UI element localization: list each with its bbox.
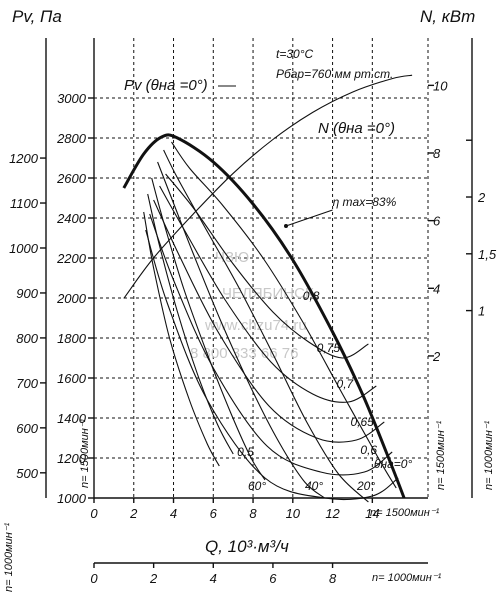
power-axis-title: N, кВт xyxy=(420,7,475,26)
tick-label-x-main: 4 xyxy=(170,506,177,521)
guide-vane-curve xyxy=(143,211,220,467)
efficiency-label: 0,8 xyxy=(303,289,320,303)
tick-label-power-1000: 2 xyxy=(477,190,486,205)
rpm-label-power-1000: n= 1000мин⁻¹ xyxy=(483,420,495,490)
efficiency-curve xyxy=(159,185,377,403)
guide-vane-curve xyxy=(147,193,234,455)
tick-label-pressure-1500: 1200 xyxy=(57,451,87,466)
tick-label-x-main: 6 xyxy=(210,506,218,521)
rpm-label-pressure-1000: n= 1000мин⁻¹ xyxy=(3,522,15,592)
watermark-text: ЧЕЛЯБИНСК xyxy=(222,285,314,302)
watermark: ЧЗЮ ЧЕЛЯБИНСК www.chzu74.ru 8 800 333 66 76 xyxy=(190,249,314,362)
tick-label-power-1500: 2 xyxy=(432,349,441,364)
tick-label-x-secondary: 4 xyxy=(210,571,217,586)
guide-vane-label: 40° xyxy=(305,479,323,493)
tick-label-x-main: 12 xyxy=(325,506,340,521)
watermark-text: www.chzu74.ru xyxy=(204,317,307,334)
guide-vane-curve xyxy=(157,161,325,499)
tick-label-pressure-1500: 2400 xyxy=(56,211,87,226)
efficiency-label: 0,6 xyxy=(360,443,377,457)
guide-vane-label: 20° xyxy=(356,479,375,493)
tick-label-pressure-1500: 3000 xyxy=(57,91,87,106)
tick-label-power-1500: 10 xyxy=(433,78,448,93)
tick-label-pressure-1500: 1600 xyxy=(57,371,87,386)
tick-label-power-1000: 1 xyxy=(478,304,485,319)
axes: 1000120014001600180020002200240026002800… xyxy=(3,7,497,592)
tick-label-x-secondary: 0 xyxy=(90,571,98,586)
curves xyxy=(122,74,413,503)
tick-label-pressure-1000: 1200 xyxy=(9,151,39,166)
efficiency-label: 0,65 xyxy=(350,415,374,429)
tick-label-x-main: 0 xyxy=(90,506,98,521)
watermark-text: ЧЗЮ xyxy=(215,249,249,266)
rpm-label-pressure-1500: n= 1500мин⁻¹ xyxy=(79,418,91,488)
grid xyxy=(94,38,429,499)
tick-label-pressure-1000: 500 xyxy=(16,466,38,481)
temperature-note: t=30°C xyxy=(276,47,313,61)
tick-label-x-secondary: 8 xyxy=(329,571,337,586)
power-curve-label: N (θна =0°) xyxy=(318,120,395,137)
tick-label-power-1500: 4 xyxy=(433,281,440,296)
tick-label-x-secondary: 2 xyxy=(149,571,158,586)
guide-vane-curve xyxy=(163,149,369,503)
pressure-envelope-curve xyxy=(122,133,406,499)
tick-label-pressure-1500: 2800 xyxy=(56,131,87,146)
tick-label-pressure-1000: 600 xyxy=(16,421,38,436)
tick-label-pressure-1000: 700 xyxy=(16,376,38,391)
pressure-note: Рбар=760 мм рт.ст. xyxy=(276,67,393,81)
efficiency-label: 0,5 xyxy=(237,445,254,459)
tick-label-power-1000: 1,5 xyxy=(478,247,497,262)
rpm-label-x-main: n= 1500мин⁻¹ xyxy=(370,507,440,519)
watermark-text: 8 800 333 66 76 xyxy=(190,345,298,362)
efficiency-curve xyxy=(149,213,393,476)
efficiency-curve xyxy=(145,229,399,501)
max-efficiency-label: η max=83% xyxy=(333,195,397,209)
tick-label-x-main: 10 xyxy=(286,506,301,521)
tick-label-pressure-1000: 900 xyxy=(16,286,38,301)
tick-label-x-main: 14 xyxy=(365,506,379,521)
tick-label-x-main: 8 xyxy=(249,506,257,521)
tick-label-pressure-1500: 1400 xyxy=(57,411,87,426)
labels: θна=0° 20° 40° 60° Pv (θна =0°) N (θна =0°) t=… xyxy=(124,47,412,493)
tick-label-x-secondary: 6 xyxy=(269,571,277,586)
flow-axis-title: Q, 10³·м³/ч xyxy=(205,537,289,556)
tick-label-power-1500: 6 xyxy=(433,214,441,229)
rpm-label-x-secondary: n= 1000мин⁻¹ xyxy=(372,572,442,584)
tick-label-pressure-1000: 800 xyxy=(16,331,38,346)
pressure-axis-title: Pv, Па xyxy=(12,7,62,26)
guide-vane-label: θна=0° xyxy=(374,457,412,471)
efficiency-curve xyxy=(165,173,369,359)
tick-label-pressure-1000: 1100 xyxy=(10,196,39,211)
tick-label-pressure-1000: 1000 xyxy=(9,241,39,256)
tick-label-x-main: 2 xyxy=(129,506,138,521)
tick-label-pressure-1500: 1000 xyxy=(57,491,87,506)
pressure-curve-label: Pv (θна =0°) xyxy=(124,77,208,94)
guide-vane-curve xyxy=(151,177,266,481)
guide-vane-curve xyxy=(171,141,397,489)
guide-vane-label: 60° xyxy=(248,479,266,493)
efficiency-label: 0,75 xyxy=(317,341,341,355)
max-efficiency-point xyxy=(284,224,288,228)
tick-label-pressure-1500: 1800 xyxy=(57,331,87,346)
tick-label-power-1500: 8 xyxy=(433,146,441,161)
tick-label-pressure-1500: 2600 xyxy=(56,171,87,186)
tick-label-pressure-1500: 2000 xyxy=(56,291,87,306)
efficiency-label: 0,7 xyxy=(337,377,355,391)
max-efficiency-leader xyxy=(285,209,333,227)
efficiency-curve xyxy=(153,199,385,443)
rpm-label-power-1500: n= 1500мин⁻¹ xyxy=(435,420,447,490)
tick-label-pressure-1500: 2200 xyxy=(56,251,87,266)
power-curve xyxy=(123,74,413,299)
